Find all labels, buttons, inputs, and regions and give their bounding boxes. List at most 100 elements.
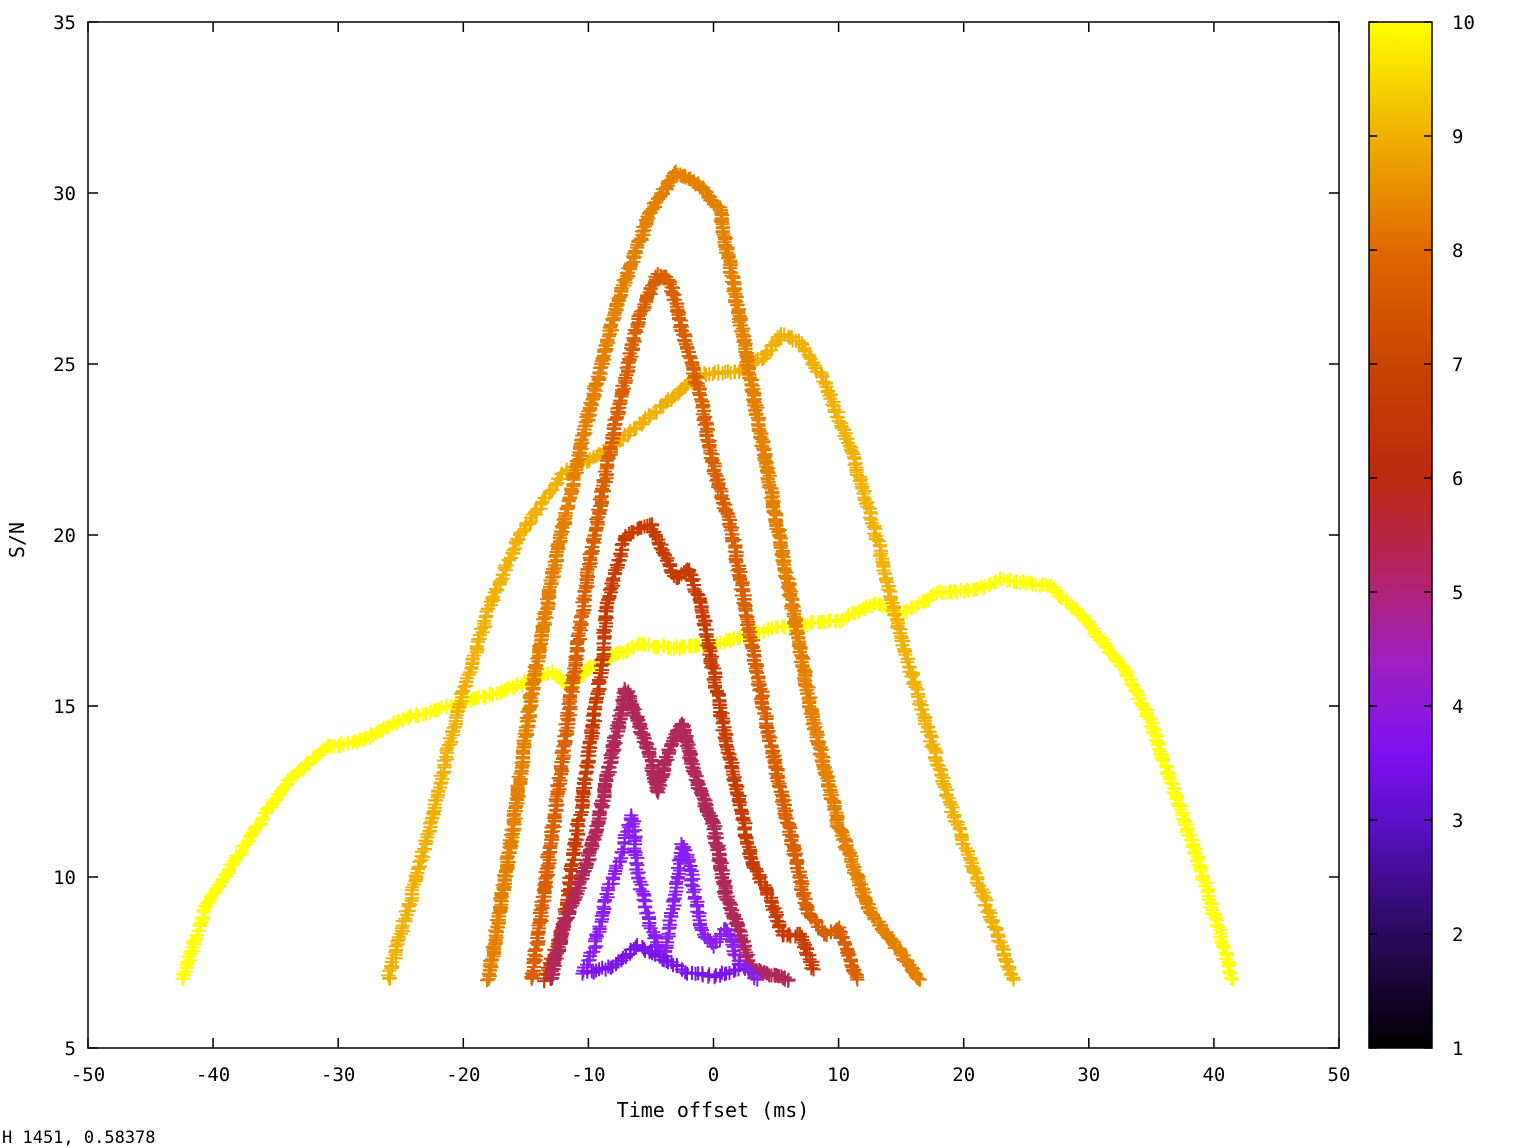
data-point xyxy=(1225,972,1240,987)
data-point xyxy=(414,844,429,859)
x-tick-label: 10 xyxy=(827,1064,850,1086)
x-tick-label: 50 xyxy=(1328,1064,1351,1086)
data-point xyxy=(599,887,614,901)
data-point xyxy=(493,573,508,588)
data-point xyxy=(883,593,898,607)
data-point xyxy=(876,563,891,578)
x-axis-label: Time offset (ms) xyxy=(617,1098,810,1122)
data-point xyxy=(1176,812,1191,826)
data-point xyxy=(939,788,954,803)
colorbar-tick-label: 4 xyxy=(1452,696,1463,718)
data-point xyxy=(581,404,596,419)
data-point xyxy=(707,197,722,212)
data-point xyxy=(1223,971,1238,985)
data-point xyxy=(1129,684,1144,699)
x-tick-labels: -50 -40 -30 -20 -10 0 10 20 30 40 50 xyxy=(71,1064,1351,1086)
y-tick-label: 20 xyxy=(53,525,76,547)
x-tick-label: 0 xyxy=(708,1064,719,1086)
data-point xyxy=(500,682,515,697)
data-point xyxy=(418,833,433,848)
data-point xyxy=(431,783,446,798)
data-point xyxy=(435,771,450,786)
x-tick-label: 40 xyxy=(1202,1064,1225,1086)
data-point xyxy=(442,731,457,746)
data-point xyxy=(551,537,566,552)
data-point xyxy=(290,765,305,780)
data-marks xyxy=(175,164,1240,989)
data-point xyxy=(745,641,760,656)
data-point xyxy=(614,845,629,860)
data-point xyxy=(611,291,626,306)
data-point xyxy=(732,318,747,333)
data-point xyxy=(472,628,487,643)
y-tick-label: 30 xyxy=(53,183,76,205)
data-point xyxy=(511,769,526,784)
data-point xyxy=(635,417,650,432)
colorbar-tick-label: 7 xyxy=(1452,354,1463,376)
x-tick-label: 30 xyxy=(1077,1064,1100,1086)
data-point xyxy=(576,591,591,606)
y-tick-label: 35 xyxy=(53,12,76,34)
data-point xyxy=(1142,712,1157,727)
series-width-9 xyxy=(381,327,1021,987)
colorbar xyxy=(1368,21,1433,1049)
data-point xyxy=(238,837,253,852)
data-point xyxy=(420,827,435,842)
data-point xyxy=(1195,872,1210,887)
data-point xyxy=(932,761,947,776)
data-point xyxy=(206,887,221,902)
data-point xyxy=(568,459,583,474)
data-point xyxy=(1048,583,1063,598)
data-point xyxy=(1098,637,1113,652)
data-point xyxy=(1212,930,1227,945)
colorbar-tick-label: 3 xyxy=(1452,810,1463,832)
y-tick-label: 15 xyxy=(53,696,76,718)
x-tick-label: -20 xyxy=(446,1064,480,1086)
data-point xyxy=(1006,972,1021,987)
data-point xyxy=(586,531,601,546)
data-point xyxy=(176,966,191,981)
x-tick-label: -10 xyxy=(571,1064,605,1086)
data-point xyxy=(490,583,505,598)
data-point xyxy=(993,571,1008,586)
data-point xyxy=(401,711,416,726)
data-point xyxy=(832,614,847,629)
data-point xyxy=(489,913,504,928)
data-point xyxy=(1173,802,1188,817)
status-bar: H 1451, 0.58378 xyxy=(2,1128,156,1148)
tick-marks xyxy=(87,21,1340,1049)
data-point xyxy=(1208,911,1223,926)
colorbar-tick-label: 2 xyxy=(1452,924,1463,946)
data-point xyxy=(506,543,521,558)
data-point xyxy=(938,780,952,795)
series-width-8 xyxy=(480,164,927,988)
data-point xyxy=(804,961,819,976)
data-point xyxy=(431,702,446,717)
data-point xyxy=(823,391,838,406)
x-tick-label: 20 xyxy=(952,1064,975,1086)
x-tick-label: -40 xyxy=(196,1064,230,1086)
y-tick-label: 10 xyxy=(53,867,76,889)
data-point xyxy=(453,686,468,701)
x-tick-label: -50 xyxy=(71,1064,105,1086)
data-point xyxy=(596,622,611,637)
data-point xyxy=(405,880,420,895)
data-point xyxy=(706,672,721,687)
data-point xyxy=(1177,815,1192,830)
data-point xyxy=(881,582,896,597)
y-axis-label: S/N xyxy=(5,522,29,558)
data-point xyxy=(869,532,884,547)
data-point xyxy=(452,697,467,711)
colorbar-tick-label: 5 xyxy=(1452,582,1463,604)
data-point xyxy=(958,841,973,856)
colorbar-tick-label: 9 xyxy=(1452,126,1463,148)
data-point xyxy=(487,585,502,600)
data-point xyxy=(466,648,481,663)
data-point xyxy=(908,680,923,695)
data-point xyxy=(628,244,643,258)
data-point xyxy=(460,671,474,686)
data-point xyxy=(878,573,893,588)
colorbar-tick-label: 10 xyxy=(1452,12,1475,34)
data-point xyxy=(598,893,612,907)
colorbar-tick-label: 6 xyxy=(1452,468,1463,490)
